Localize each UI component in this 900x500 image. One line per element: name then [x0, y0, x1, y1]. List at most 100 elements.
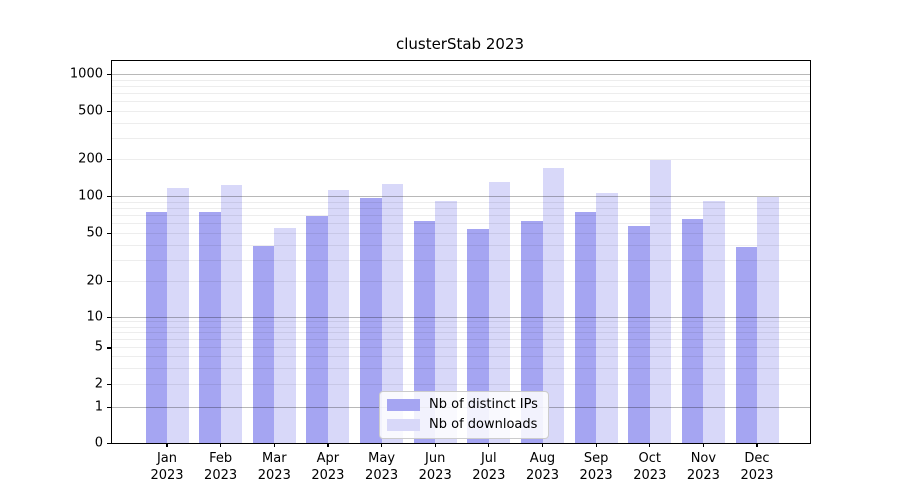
x-tick-label-may: May 2023: [350, 451, 414, 484]
y-tick-mark: [107, 159, 111, 161]
x-tick-year: 2023: [311, 467, 345, 483]
y-tick-label: 10: [86, 309, 103, 325]
gridline-minor: [112, 339, 810, 341]
gridline-minor: [112, 326, 810, 328]
bar-distinct-ips-jul: [467, 228, 489, 443]
x-tick-label-dec: Dec 2023: [725, 451, 789, 484]
y-tick-label: 5: [94, 339, 103, 355]
x-tick-label-jan: Jan 2023: [135, 451, 199, 484]
x-tick-label-sep: Sep 2023: [564, 451, 628, 484]
bar-distinct-ips-sep: [574, 212, 597, 443]
x-tick-year: 2023: [633, 467, 667, 483]
gridline-minor: [112, 201, 810, 203]
bar-downloads-aug: [542, 167, 564, 443]
y-tick-mark: [107, 110, 111, 112]
x-tick-mark: [595, 443, 597, 447]
bar-downloads-nov: [703, 200, 725, 443]
bar-downloads-feb: [220, 185, 243, 443]
y-tick-label: 500: [78, 103, 103, 119]
x-tick-year: 2023: [204, 467, 238, 483]
x-tick-year: 2023: [418, 467, 452, 483]
gridline-minor: [112, 259, 810, 261]
gridline-minor: [112, 207, 810, 209]
bar-downloads-jun: [435, 200, 457, 443]
bar-downloads-dec: [757, 197, 779, 443]
x-tick-mark: [220, 443, 222, 447]
y-tick-label: 200: [78, 151, 103, 167]
x-tick-month: Sep: [583, 451, 609, 466]
y-tick-mark: [107, 74, 111, 76]
x-tick-label-jul: Jul 2023: [457, 451, 521, 484]
bar-downloads-may: [381, 184, 404, 443]
y-tick-label: 1000: [69, 66, 103, 82]
x-tick-label-jun: Jun 2023: [403, 451, 467, 484]
gridline-minor: [112, 356, 810, 358]
x-tick-label-nov: Nov 2023: [671, 451, 735, 484]
x-tick-mark: [166, 443, 168, 447]
x-tick-month: Aug: [529, 451, 556, 466]
bar-distinct-ips-may: [360, 198, 382, 443]
gridline-minor: [112, 159, 810, 160]
x-tick-mark: [702, 443, 705, 447]
gridline-major: [112, 196, 810, 197]
gridline-minor: [112, 244, 810, 246]
legend-item-distinct-ips: Nb of distinct IPs: [387, 397, 538, 412]
bar-downloads-oct: [649, 160, 672, 443]
gridline-minor: [112, 332, 810, 334]
gridline-minor: [112, 92, 810, 94]
x-tick-mark: [541, 443, 544, 447]
bar-distinct-ips-jan: [145, 212, 167, 443]
legend-label-downloads: Nb of downloads: [429, 417, 538, 432]
x-tick-year: 2023: [472, 467, 506, 483]
x-tick-label-oct: Oct 2023: [618, 451, 682, 484]
y-tick-label: 0: [94, 435, 103, 451]
x-tick-month: May: [368, 451, 396, 466]
gridline-minor: [112, 233, 810, 234]
y-tick-label: 50: [86, 225, 103, 241]
bar-distinct-ips-nov: [681, 219, 704, 443]
plot-area: [111, 60, 811, 444]
gridline-minor: [112, 110, 810, 112]
gridline-minor: [112, 215, 810, 216]
gridline-minor: [112, 367, 810, 369]
gridline-minor: [112, 79, 810, 81]
y-tick-label: 20: [86, 273, 103, 289]
x-tick-label-feb: Feb 2023: [189, 451, 253, 484]
x-tick-label-aug: Aug 2023: [511, 451, 575, 484]
y-tick-mark: [107, 281, 111, 283]
bar-distinct-ips-dec: [735, 247, 757, 443]
x-tick-year: 2023: [740, 467, 774, 483]
y-tick-mark: [107, 347, 111, 349]
legend-label-distinct-ips: Nb of distinct IPs: [429, 397, 538, 412]
bar-downloads-jan: [167, 187, 189, 443]
gridline-minor: [112, 223, 810, 225]
x-tick-month: Feb: [209, 451, 233, 466]
chart-title: clusterStab 2023: [395, 35, 525, 53]
x-tick-year: 2023: [525, 467, 560, 483]
x-tick-mark: [327, 443, 329, 447]
y-tick-mark: [107, 316, 111, 318]
gridline-minor: [112, 384, 810, 385]
y-tick-label: 2: [94, 376, 103, 392]
bar-distinct-ips-apr: [306, 215, 328, 443]
x-tick-mark: [488, 443, 490, 447]
bar-distinct-ips-aug: [521, 220, 543, 443]
gridline-minor: [112, 347, 810, 349]
bar-distinct-ips-oct: [628, 226, 650, 443]
x-tick-mark: [434, 443, 436, 447]
y-tick-mark: [107, 233, 111, 235]
x-tick-mark: [756, 443, 758, 447]
legend: Nb of distinct IPs Nb of downloads: [379, 391, 549, 439]
gridline-minor: [112, 101, 810, 102]
gridline-minor: [112, 321, 810, 323]
x-tick-year: 2023: [365, 467, 399, 483]
x-tick-month: Jul: [480, 451, 497, 466]
legend-swatch-distinct-ips: [387, 398, 420, 411]
x-tick-year: 2023: [150, 467, 184, 483]
x-tick-mark: [273, 443, 275, 447]
x-tick-month: Oct: [638, 451, 662, 466]
x-tick-mark: [649, 443, 651, 447]
y-tick-label: 100: [78, 188, 103, 204]
x-tick-mark: [381, 443, 383, 447]
